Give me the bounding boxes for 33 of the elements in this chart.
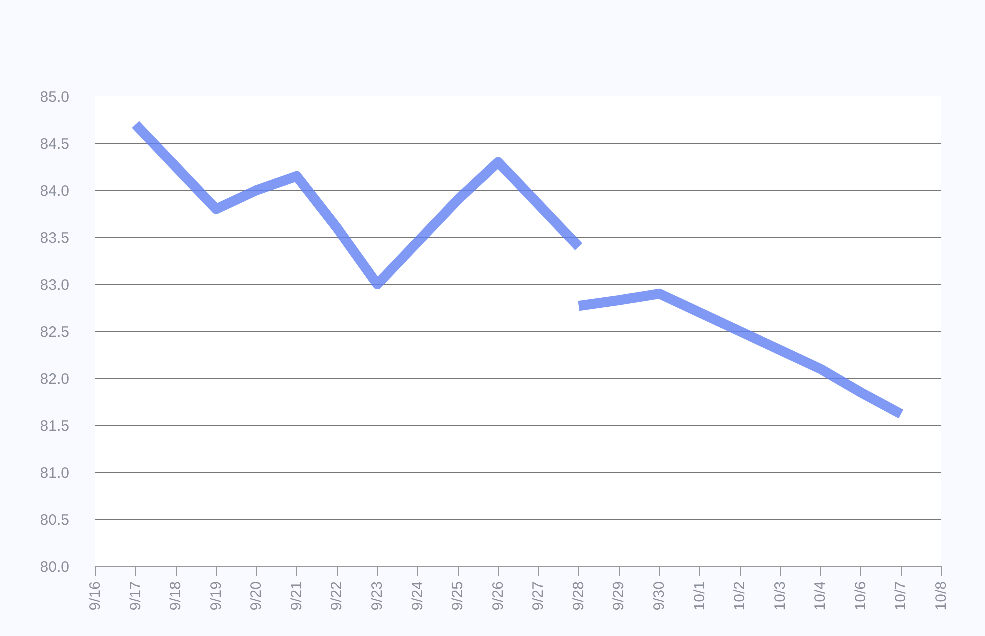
- x-tick-label: 10/3: [772, 581, 789, 611]
- y-tick-label: 84.5: [40, 136, 70, 153]
- y-tick-label: 84.0: [40, 183, 70, 200]
- x-tick-label: 9/30: [651, 581, 668, 611]
- x-tick-label: 9/23: [369, 581, 386, 611]
- x-tick-label: 10/2: [732, 581, 749, 611]
- y-tick-label: 80.5: [40, 512, 70, 529]
- x-tick-label: 9/22: [328, 581, 346, 611]
- x-tick-label: 10/6: [852, 581, 870, 611]
- y-tick-label: 83.0: [40, 277, 70, 294]
- x-tick-label: 9/16: [87, 581, 104, 611]
- y-tick-label: 80.0: [40, 559, 70, 576]
- x-tick-label: 10/1: [691, 581, 708, 611]
- x-tick-label: 9/28: [570, 581, 588, 611]
- y-tick-label: 83.5: [40, 230, 70, 247]
- x-tick-label: 9/17: [127, 581, 144, 611]
- y-tick-label: 85.0: [40, 89, 70, 106]
- x-tick-label: 9/21: [288, 581, 306, 611]
- x-tick-label: 9/20: [248, 581, 266, 611]
- y-tick-label: 82.5: [40, 324, 70, 341]
- x-tick-label: 9/26: [490, 581, 507, 611]
- x-tick-label: 10/8: [933, 581, 950, 611]
- x-tick-label: 9/18: [168, 581, 185, 611]
- x-tick-label: 10/7: [892, 581, 910, 611]
- x-tick-label: 9/24: [409, 581, 426, 611]
- x-tick-label: 10/4: [812, 581, 830, 611]
- x-tick-label: 9/25: [450, 581, 467, 611]
- y-tick-label: 81.0: [40, 465, 70, 482]
- x-tick-label: 9/27: [530, 581, 548, 611]
- y-tick-label: 81.5: [40, 418, 70, 435]
- y-tick-label: 82.0: [40, 371, 70, 388]
- x-tick-label: 9/19: [208, 581, 225, 611]
- x-tick-label: 9/29: [610, 581, 628, 611]
